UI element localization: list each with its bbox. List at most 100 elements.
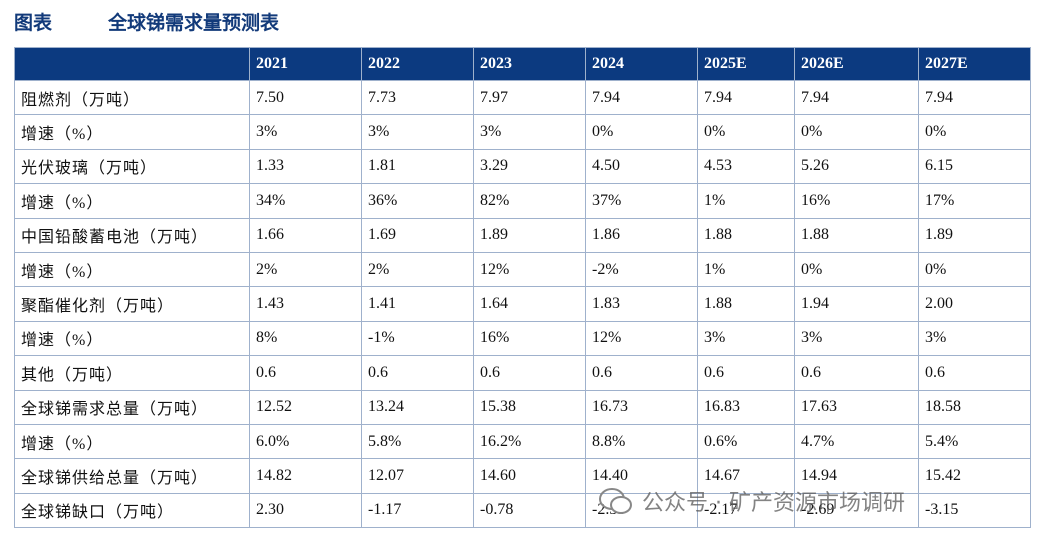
cell: 13.24 xyxy=(361,389,474,425)
table-row: 增速（%） 3% 3% 3% 0% 0% 0% 0% xyxy=(14,114,1031,150)
cell: 17.63 xyxy=(794,389,919,425)
cell: 6.15 xyxy=(918,148,1031,185)
cell: 0.6% xyxy=(697,423,795,460)
row-label: 增速（%） xyxy=(14,114,250,150)
table-row: 阻燃剂（万吨） 7.50 7.73 7.97 7.94 7.94 7.94 7.94 xyxy=(14,79,1031,116)
cell: 7.94 xyxy=(585,79,698,116)
cell: 7.94 xyxy=(697,79,795,116)
table-row: 全球锑供给总量（万吨） 14.82 12.07 14.60 14.40 14.67 14.9… xyxy=(14,458,1031,494)
cell: 1.88 xyxy=(794,217,919,253)
cell: 3% xyxy=(361,114,474,150)
figure-label: 图表 xyxy=(14,13,53,34)
header-row: 2021 2022 2023 2024 2025E 2026E 2027E xyxy=(14,47,1031,81)
cell: 0.6 xyxy=(473,355,586,391)
cell: 1% xyxy=(697,251,795,288)
cell: 14.60 xyxy=(473,458,586,494)
watermark: 公众号 · 矿产资源市场调研 xyxy=(598,485,905,517)
table-row: 增速（%） 6.0% 5.8% 16.2% 8.8% 0.6% 4.7% 5.4% xyxy=(14,423,1031,460)
cell: 3% xyxy=(249,114,362,150)
row-label: 增速（%） xyxy=(14,423,250,460)
table-row: 增速（%） 2% 2% 12% -2% 1% 0% 0% xyxy=(14,251,1031,288)
cell: 3.29 xyxy=(473,148,586,185)
cell: 2.30 xyxy=(249,492,362,529)
table-row: 增速（%） 34% 36% 82% 37% 1% 16% 17% xyxy=(14,183,1031,219)
cell: 14.82 xyxy=(249,458,362,494)
cell: 5.4% xyxy=(918,423,1031,460)
row-label: 中国铅酸蓄电池（万吨） xyxy=(14,217,250,253)
cell: 5.26 xyxy=(794,148,919,185)
cell: 36% xyxy=(361,183,474,219)
cell: 16.83 xyxy=(697,389,795,425)
cell: 1.69 xyxy=(361,217,474,253)
cell: 0% xyxy=(697,114,795,150)
cell: 0.6 xyxy=(794,355,919,391)
row-label: 全球锑需求总量（万吨） xyxy=(14,389,250,425)
cell: 3% xyxy=(697,320,795,357)
row-label: 阻燃剂（万吨） xyxy=(14,79,250,116)
cell: 14.94 xyxy=(794,458,919,494)
cell: -2% xyxy=(585,251,698,288)
table-row: 聚酯催化剂（万吨） 1.43 1.41 1.64 1.83 1.88 1.94 2.00 xyxy=(14,286,1031,322)
column-header: 2027E xyxy=(918,47,1031,81)
cell: -1% xyxy=(361,320,474,357)
row-label: 其他（万吨） xyxy=(14,355,250,391)
cell: 7.97 xyxy=(473,79,586,116)
row-label: 增速（%） xyxy=(14,320,250,357)
cell: 37% xyxy=(585,183,698,219)
cell: 0.6 xyxy=(249,355,362,391)
cell: 7.50 xyxy=(249,79,362,116)
cell: 7.73 xyxy=(361,79,474,116)
row-label: 全球锑缺口（万吨） xyxy=(14,492,250,529)
wechat-icon xyxy=(599,488,632,514)
row-label: 增速（%） xyxy=(14,183,250,219)
cell: 0.6 xyxy=(697,355,795,391)
cell: 4.50 xyxy=(585,148,698,185)
cell: 3% xyxy=(918,320,1031,357)
table-row: 光伏玻璃（万吨） 1.33 1.81 3.29 4.50 4.53 5.26 6.15 xyxy=(14,148,1031,185)
cell: 1% xyxy=(697,183,795,219)
cell: 4.53 xyxy=(697,148,795,185)
row-label: 光伏玻璃（万吨） xyxy=(14,148,250,185)
cell: 0% xyxy=(918,251,1031,288)
cell: 16.73 xyxy=(585,389,698,425)
table-row: 全球锑需求总量（万吨） 12.52 13.24 15.38 16.73 16.83 17.6… xyxy=(14,389,1031,425)
column-header: 2025E xyxy=(697,47,795,81)
cell: 12% xyxy=(473,251,586,288)
row-label: 聚酯催化剂（万吨） xyxy=(14,286,250,322)
header-corner xyxy=(14,47,250,81)
cell: 1.43 xyxy=(249,286,362,322)
cell: 16% xyxy=(794,183,919,219)
cell: 3% xyxy=(794,320,919,357)
cell: 6.0% xyxy=(249,423,362,460)
cell: 15.38 xyxy=(473,389,586,425)
cell: 1.66 xyxy=(249,217,362,253)
figure-title: 全球锑需求量预测表 xyxy=(108,13,280,34)
cell: 1.64 xyxy=(473,286,586,322)
cell: 8% xyxy=(249,320,362,357)
column-header: 2022 xyxy=(361,47,474,81)
cell: 18.58 xyxy=(918,389,1031,425)
cell: 16.2% xyxy=(473,423,586,460)
cell: -2.17 xyxy=(697,492,795,529)
watermark-text: 公众号 · 矿产资源市场调研 xyxy=(642,491,905,516)
cell: 7.94 xyxy=(918,79,1031,116)
cell: 17% xyxy=(918,183,1031,219)
table-row: 全球锑缺口（万吨） 2.30 -1.17 -0.78 -2.33 -2.17 -2.69 -3… xyxy=(14,492,1031,529)
cell: 2% xyxy=(361,251,474,288)
table-row: 中国铅酸蓄电池（万吨） 1.66 1.69 1.89 1.86 1.88 1.88 1.89 xyxy=(14,217,1031,253)
cell: 34% xyxy=(249,183,362,219)
cell: 7.94 xyxy=(794,79,919,116)
column-header: 2026E xyxy=(794,47,919,81)
cell: 2% xyxy=(249,251,362,288)
table-row: 其他（万吨） 0.6 0.6 0.6 0.6 0.6 0.6 0.6 xyxy=(14,355,1031,391)
cell: -0.78 xyxy=(473,492,586,529)
row-label: 增速（%） xyxy=(14,251,250,288)
data-table: 2021 2022 2023 2024 2025E 2026E 2027E 阻燃剂（万吨） 7… xyxy=(14,47,1031,529)
cell: 0% xyxy=(794,114,919,150)
cell: 0.6 xyxy=(585,355,698,391)
cell: 0.6 xyxy=(361,355,474,391)
cell: 0.6 xyxy=(918,355,1031,391)
cell: 0% xyxy=(794,251,919,288)
cell: 1.33 xyxy=(249,148,362,185)
cell: 0% xyxy=(918,114,1031,150)
